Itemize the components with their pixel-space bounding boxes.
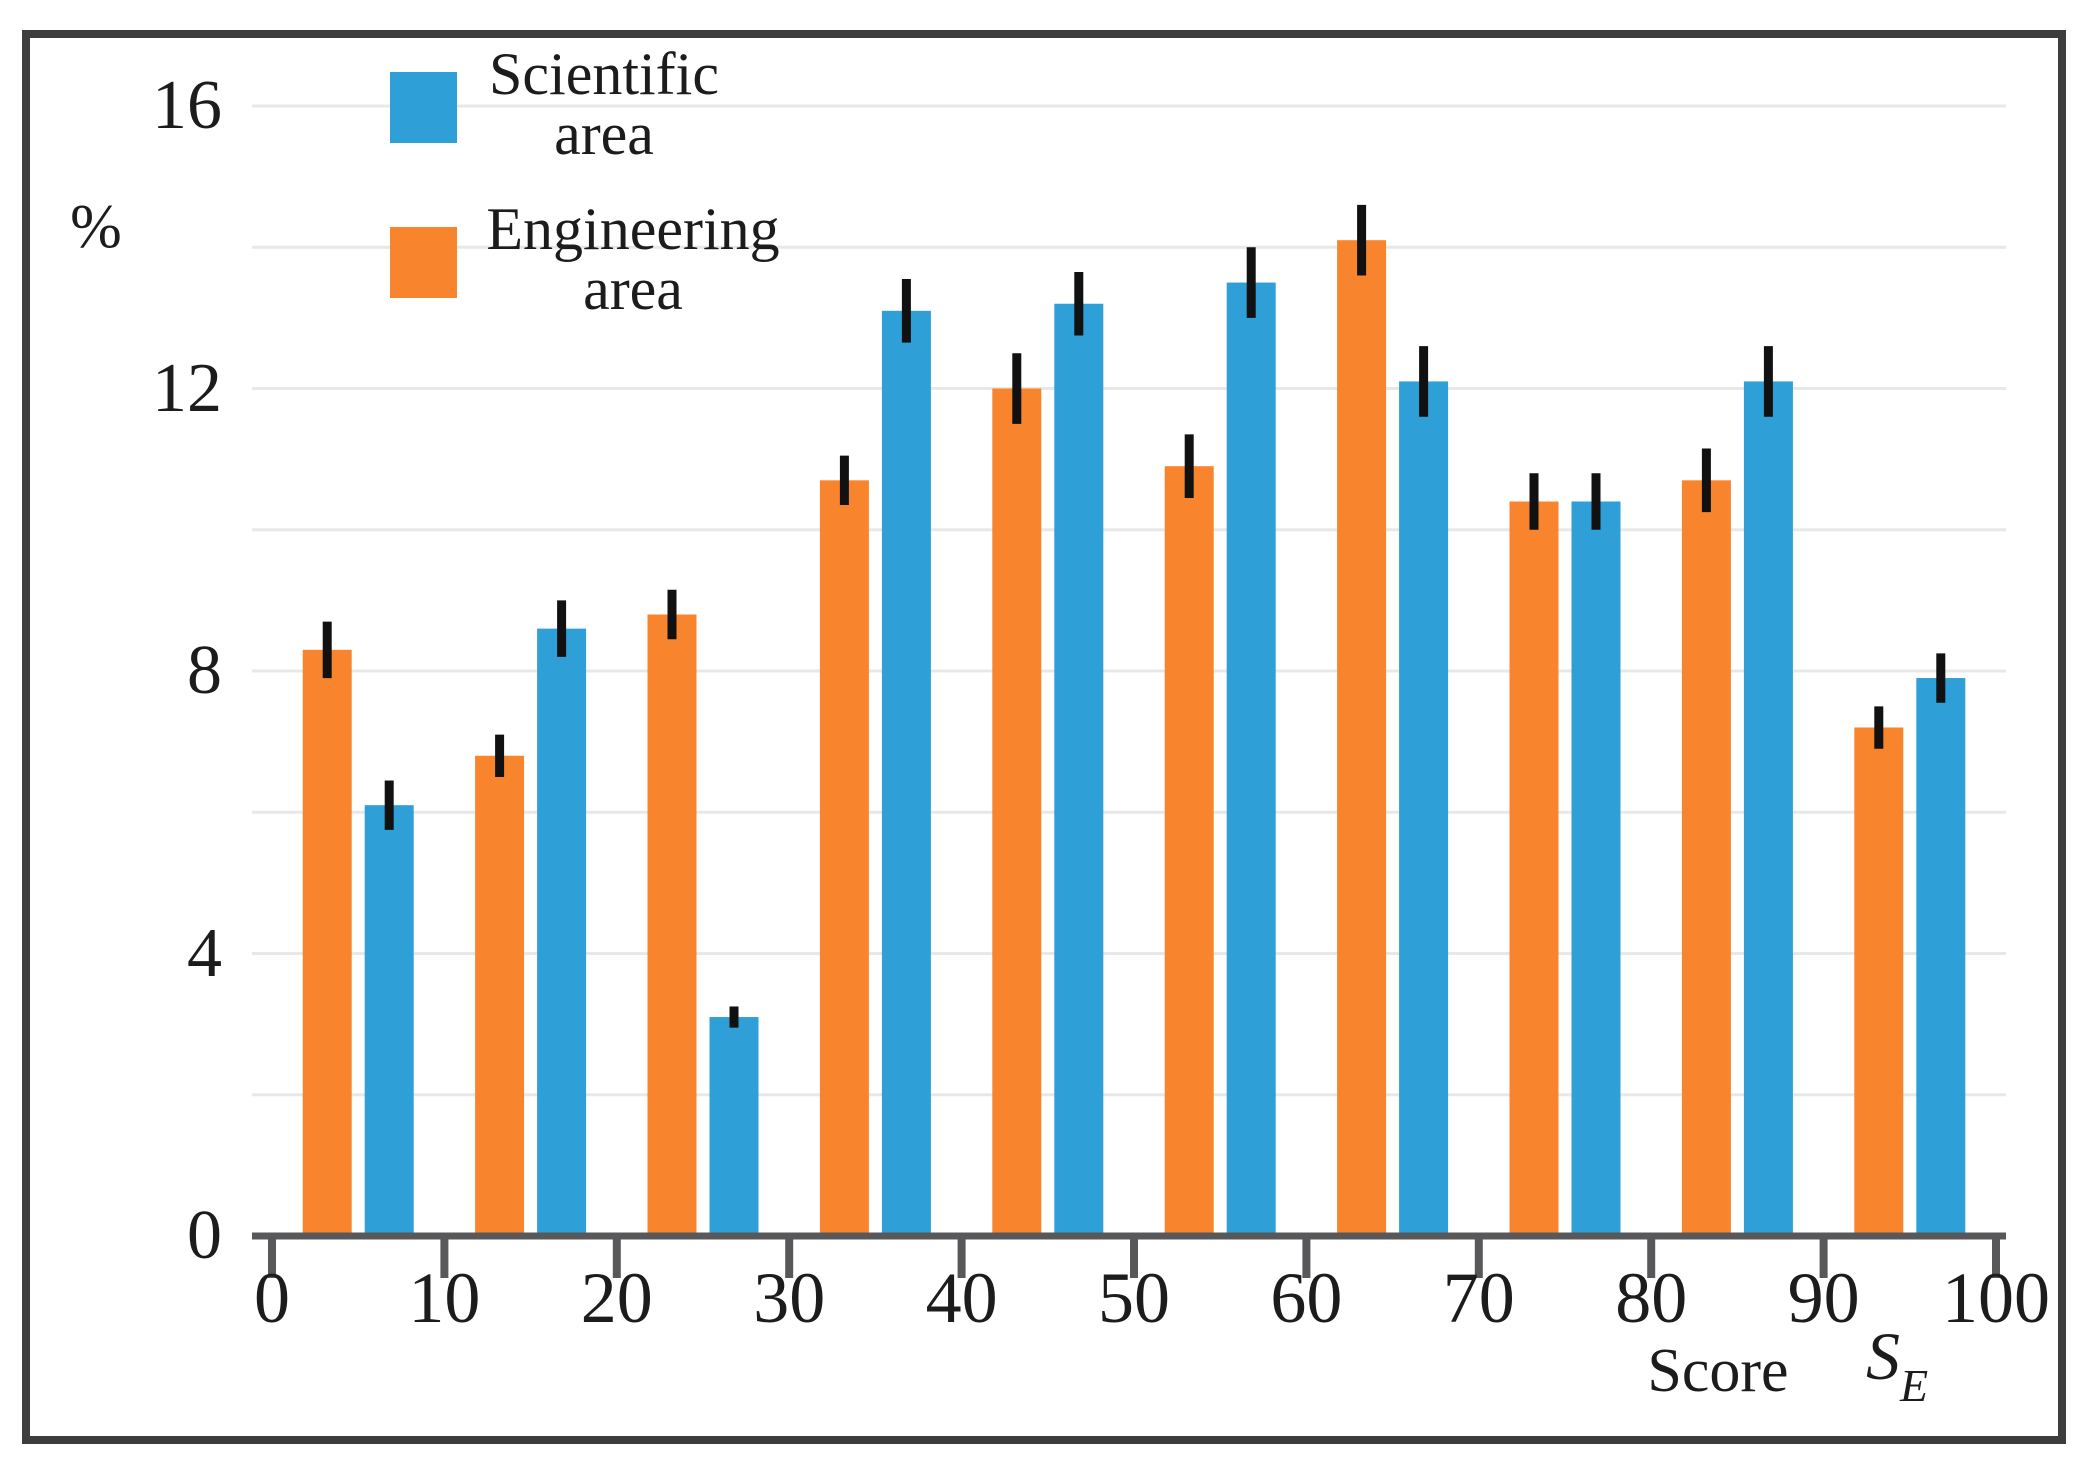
legend-label-engineering: Engineering area [468, 199, 798, 319]
y-axis-unit-label: % [70, 193, 122, 261]
x-axis-title: Score [1647, 1337, 1789, 1405]
y-tick-label-8: 8 [187, 632, 222, 709]
bar-engineering-70-80 [1509, 501, 1559, 1236]
bar-engineering-80-90 [1681, 480, 1731, 1236]
legend-swatch-engineering [390, 227, 457, 298]
bar-engineering-20-30 [647, 614, 697, 1236]
bar-engineering-0-10 [302, 649, 352, 1236]
x-tick-label-90: 90 [1787, 1258, 1860, 1338]
x-axis-symbol-letter: S [1866, 1318, 1900, 1394]
legend-label-line: area [583, 256, 683, 322]
x-tick-label-10: 10 [408, 1258, 481, 1338]
bar-engineering-60-70 [1337, 240, 1387, 1236]
bar-scientific-70-80 [1571, 501, 1621, 1236]
legend-label-line: area [554, 101, 654, 167]
bar-engineering-50-60 [1164, 466, 1214, 1236]
legend-label-line: Scientific [489, 41, 719, 107]
x-tick-label-100: 100 [1942, 1258, 2050, 1338]
bar-scientific-20-30 [709, 1017, 759, 1236]
bar-engineering-90-100 [1854, 727, 1904, 1236]
bar-engineering-40-50 [992, 388, 1042, 1236]
y-tick-label-16: 16 [152, 67, 222, 144]
legend-label-line: Engineering [486, 196, 780, 262]
x-axis-symbol-subscript: E [1900, 1360, 1929, 1411]
bar-engineering-30-40 [819, 480, 869, 1236]
x-tick-label-0: 0 [254, 1258, 290, 1338]
bar-scientific-0-10 [364, 805, 414, 1236]
bar-engineering-10-20 [475, 755, 525, 1236]
legend-label-scientific: Scientific area [468, 44, 740, 164]
legend-swatch-scientific [390, 72, 457, 143]
bar-scientific-40-50 [1054, 303, 1104, 1236]
bar-scientific-10-20 [537, 628, 587, 1236]
y-tick-label-12: 12 [152, 349, 222, 427]
x-axis-symbol: SE [1866, 1322, 1928, 1420]
bar-scientific-90-100 [1916, 678, 1966, 1236]
x-tick-label-20: 20 [580, 1258, 653, 1338]
bar-scientific-30-40 [881, 310, 931, 1236]
x-tick-label-60: 60 [1270, 1258, 1343, 1338]
x-tick-label-70: 70 [1442, 1258, 1515, 1338]
bar-scientific-50-60 [1226, 282, 1276, 1236]
y-tick-label-0: 0 [187, 1197, 222, 1274]
bar-scientific-60-70 [1399, 381, 1449, 1236]
bar-scientific-80-90 [1743, 381, 1793, 1236]
x-tick-label-50: 50 [1098, 1258, 1170, 1338]
x-tick-label-40: 40 [925, 1258, 998, 1338]
x-tick-label-30: 30 [753, 1258, 826, 1338]
x-tick-label-80: 80 [1615, 1258, 1688, 1338]
y-tick-label-4: 4 [187, 914, 222, 992]
